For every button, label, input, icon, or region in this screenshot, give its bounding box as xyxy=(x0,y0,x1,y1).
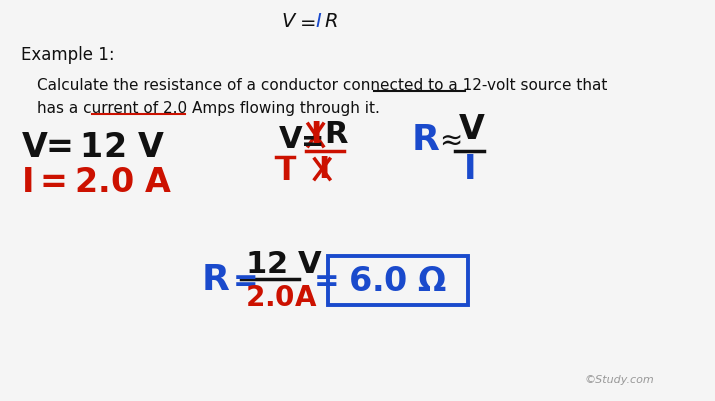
Text: $\mathbf{R}$: $\mathbf{R}$ xyxy=(411,123,440,157)
Text: $\mathbf{I}$: $\mathbf{I}$ xyxy=(280,157,291,186)
Text: $\mathbf{= 12\ V}$: $\mathbf{= 12\ V}$ xyxy=(39,131,165,164)
Text: $\mathbf{V}$: $\mathbf{V}$ xyxy=(278,125,304,154)
Text: $\mathit{R}$: $\mathit{R}$ xyxy=(324,13,337,31)
Text: $\mathbf{V}$: $\mathbf{V}$ xyxy=(21,131,48,164)
Text: $\mathbf{=}$: $\mathbf{=}$ xyxy=(295,126,323,154)
Text: $\mathbf{I}$: $\mathbf{I}$ xyxy=(317,155,328,184)
Text: $\mathit{V}$: $\mathit{V}$ xyxy=(280,13,297,31)
Text: $\mathbf{I = 2.0\ A}$: $\mathbf{I = 2.0\ A}$ xyxy=(21,166,172,199)
Text: $\mathbf{I}$: $\mathbf{I}$ xyxy=(463,153,475,186)
Text: Example 1:: Example 1: xyxy=(21,46,114,64)
Text: Calculate the resistance of a conductor connected to a 12-volt source that: Calculate the resistance of a conductor … xyxy=(37,77,608,92)
Text: $\mathbf{12\ V}$: $\mathbf{12\ V}$ xyxy=(245,250,322,279)
FancyBboxPatch shape xyxy=(327,256,468,305)
Text: $\mathbf{=}$: $\mathbf{=}$ xyxy=(308,265,338,294)
Text: $\mathbf{R}$: $\mathbf{R}$ xyxy=(201,262,230,296)
Text: $\mathbf{R}$: $\mathbf{R}$ xyxy=(324,120,349,149)
Text: $\mathbf{6.0\ \Omega}$: $\mathbf{6.0\ \Omega}$ xyxy=(348,265,448,298)
Text: ©Study.com: ©Study.com xyxy=(584,374,654,384)
Text: has a current of 2.0 Amps flowing through it.: has a current of 2.0 Amps flowing throug… xyxy=(37,100,380,115)
Text: $\mathit{I}$: $\mathit{I}$ xyxy=(315,13,322,31)
Text: $\mathbf{I}$: $\mathbf{I}$ xyxy=(310,120,320,149)
Text: $\mathbf{2.0A}$: $\mathbf{2.0A}$ xyxy=(245,283,317,311)
Text: $\mathbf{=}$: $\mathbf{=}$ xyxy=(227,265,257,294)
Text: $=$: $=$ xyxy=(296,13,317,31)
Text: $\mathbf{V}$: $\mathbf{V}$ xyxy=(458,113,485,146)
Text: $\approx$: $\approx$ xyxy=(434,126,462,154)
